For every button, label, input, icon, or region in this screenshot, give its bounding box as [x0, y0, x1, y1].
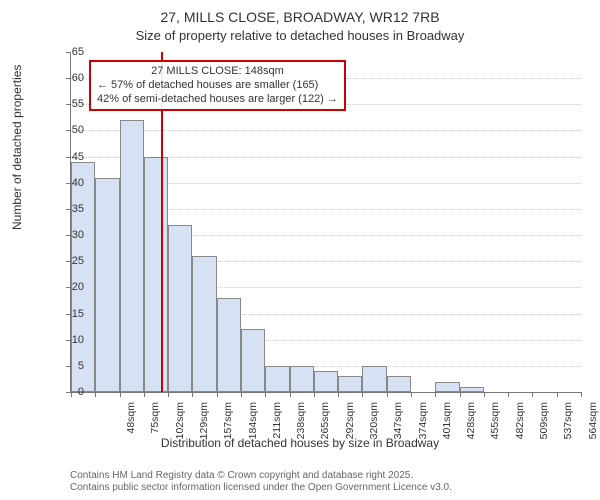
histogram-bar — [314, 371, 338, 392]
xtick-mark — [144, 392, 145, 397]
chart-title: 27, MILLS CLOSE, BROADWAY, WR12 7RB — [0, 0, 600, 26]
xtick-mark — [314, 392, 315, 397]
histogram-bar — [290, 366, 314, 392]
xtick-mark — [95, 392, 96, 397]
annotation-line: 27 MILLS CLOSE: 148sqm — [97, 65, 338, 79]
histogram-bar — [338, 376, 362, 392]
ytick-label: 0 — [54, 386, 84, 398]
histogram-bar — [95, 178, 119, 392]
histogram-bar — [217, 298, 241, 392]
xtick-mark — [411, 392, 412, 397]
histogram-bar — [265, 366, 289, 392]
plot-region: 48sqm75sqm102sqm129sqm157sqm184sqm211sqm… — [70, 52, 581, 393]
histogram-bar — [435, 382, 459, 392]
y-axis-label: Number of detached properties — [10, 65, 24, 230]
histogram-bar — [168, 225, 192, 392]
ytick-label: 35 — [54, 203, 84, 215]
gridline — [71, 130, 581, 131]
histogram-bar — [71, 162, 95, 392]
xtick-mark — [581, 392, 582, 397]
histogram-bar — [144, 157, 168, 392]
ytick-label: 40 — [54, 177, 84, 189]
xtick-mark — [362, 392, 363, 397]
xtick-mark — [557, 392, 558, 397]
footer-line-1: Contains HM Land Registry data © Crown c… — [70, 470, 452, 482]
x-axis-label: Distribution of detached houses by size … — [0, 436, 600, 450]
chart-container: 27, MILLS CLOSE, BROADWAY, WR12 7RB Size… — [0, 0, 600, 500]
xtick-mark — [338, 392, 339, 397]
chart-area: 48sqm75sqm102sqm129sqm157sqm184sqm211sqm… — [70, 52, 580, 412]
xtick-mark — [508, 392, 509, 397]
annotation-box: 27 MILLS CLOSE: 148sqm← 57% of detached … — [89, 60, 346, 111]
xtick-mark — [217, 392, 218, 397]
footer-line-2: Contains public sector information licen… — [70, 482, 452, 494]
xtick-mark — [460, 392, 461, 397]
histogram-bar — [120, 120, 144, 392]
xtick-mark — [484, 392, 485, 397]
xtick-mark — [192, 392, 193, 397]
ytick-label: 30 — [54, 229, 84, 241]
ytick-label: 50 — [54, 124, 84, 136]
histogram-bar — [192, 256, 216, 392]
ytick-label: 5 — [54, 360, 84, 372]
annotation-line: ← 57% of detached houses are smaller (16… — [97, 79, 338, 93]
xtick-mark — [120, 392, 121, 397]
ytick-label: 60 — [54, 72, 84, 84]
histogram-bar — [362, 366, 386, 392]
xtick-mark — [241, 392, 242, 397]
ytick-label: 65 — [54, 46, 84, 58]
xtick-mark — [387, 392, 388, 397]
ytick-label: 15 — [54, 308, 84, 320]
histogram-bar — [387, 376, 411, 392]
xtick-mark — [532, 392, 533, 397]
xtick-mark — [265, 392, 266, 397]
ytick-label: 20 — [54, 281, 84, 293]
xtick-mark — [435, 392, 436, 397]
ytick-label: 10 — [54, 334, 84, 346]
histogram-bar — [241, 329, 265, 392]
histogram-bar — [460, 387, 484, 392]
chart-subtitle: Size of property relative to detached ho… — [0, 28, 600, 43]
ytick-label: 45 — [54, 151, 84, 163]
annotation-line: 42% of semi-detached houses are larger (… — [97, 93, 338, 107]
ytick-label: 55 — [54, 98, 84, 110]
xtick-mark — [168, 392, 169, 397]
ytick-label: 25 — [54, 255, 84, 267]
footer-attribution: Contains HM Land Registry data © Crown c… — [70, 470, 452, 494]
xtick-mark — [290, 392, 291, 397]
